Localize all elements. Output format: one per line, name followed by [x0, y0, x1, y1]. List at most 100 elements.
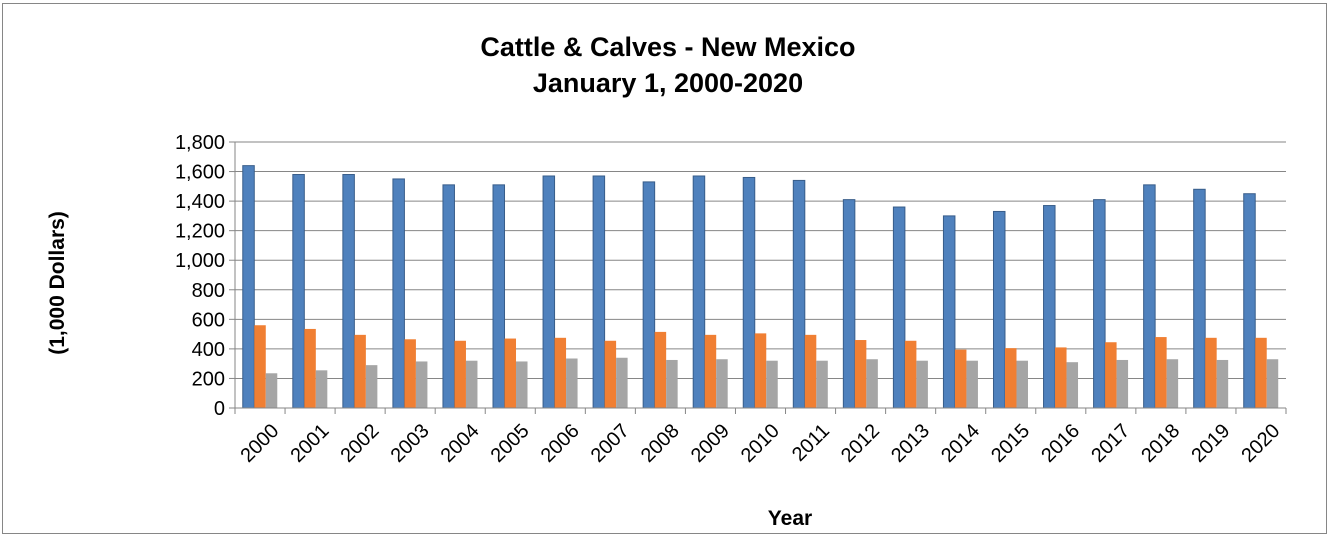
y-tick-label: 0	[214, 398, 225, 420]
x-tick-label: 2019	[1187, 420, 1234, 467]
x-tick-label: 2016	[1037, 420, 1084, 467]
bar-2018-series1	[1143, 184, 1156, 409]
bar-2001-series1	[292, 174, 305, 409]
bar-2020-series3	[1266, 359, 1279, 408]
bar-2017-series2	[1105, 342, 1117, 408]
bar-2014-series3	[966, 360, 978, 408]
x-tick-label: 2005	[487, 420, 534, 467]
bar-2004-series3	[465, 360, 478, 408]
x-tick-label: 2002	[337, 420, 384, 467]
y-tick-label: 1,000	[175, 250, 225, 272]
bar-2011-series1	[792, 179, 806, 409]
x-tick-label: 2012	[837, 420, 884, 467]
y-tick-label: 400	[192, 339, 225, 361]
bar-2003-series2	[404, 339, 416, 408]
bar-2002-series3	[365, 365, 378, 408]
bar-2015-series3	[1016, 360, 1028, 408]
bar-2009-series1	[692, 175, 706, 409]
bar-2006-series3	[566, 358, 578, 408]
bar-2000-series1	[242, 165, 255, 409]
x-tick-label: 2010	[737, 420, 784, 467]
y-tick-label: 600	[192, 309, 225, 331]
x-tick-label: 2004	[437, 420, 484, 467]
bar-2013-series2	[904, 340, 917, 408]
bar-2011-series2	[804, 334, 817, 408]
x-tick-label: 2001	[286, 420, 333, 467]
y-tick-label: 1,200	[175, 221, 225, 243]
bar-2008-series3	[666, 359, 678, 408]
x-tick-label: 2018	[1137, 420, 1184, 467]
bar-2014-series2	[954, 349, 967, 408]
bar-2004-series1	[442, 184, 455, 409]
y-axis-title: (1,000 Dollars)	[46, 211, 69, 355]
bar-2014-series1	[942, 215, 956, 409]
y-tick-labels: 0 200 400 600 800 1,000 1,200 1,400 1,600 1,800	[175, 132, 235, 420]
x-tick-label: 2013	[887, 420, 934, 467]
bar-2006-series1	[542, 175, 556, 409]
bar-2019-series2	[1205, 337, 1217, 408]
bar-2012-series3	[866, 359, 878, 408]
bar-2005-series2	[504, 338, 517, 408]
bars	[242, 165, 1279, 409]
bar-2016-series1	[1043, 205, 1056, 409]
bar-2015-series1	[992, 210, 1006, 409]
bar-2001-series3	[315, 370, 328, 408]
bar-2007-series3	[616, 357, 628, 408]
bar-2018-series2	[1155, 337, 1167, 408]
bar-2009-series2	[704, 334, 717, 408]
y-tick-label: 1,800	[175, 132, 225, 154]
bar-2009-series3	[716, 359, 728, 408]
bar-2017-series3	[1116, 359, 1129, 408]
y-tick-label: 1,400	[175, 191, 225, 213]
x-tick-label: 2006	[537, 420, 584, 467]
bar-2001-series2	[304, 328, 316, 408]
chart-area	[2, 3, 1327, 534]
bar-2016-series3	[1066, 362, 1079, 408]
y-tick-label: 800	[192, 280, 225, 302]
bar-2000-series3	[265, 373, 278, 408]
x-tick-label: 2020	[1237, 420, 1284, 467]
x-tick-label: 2011	[788, 420, 834, 466]
bar-2011-series3	[816, 360, 828, 408]
x-tick-label: 2014	[937, 420, 984, 467]
bar-2010-series1	[742, 176, 756, 409]
chart-title-line1: Cattle & Calves - New Mexico	[480, 32, 855, 62]
x-tick-label: 2017	[1087, 420, 1134, 467]
bar-2015-series2	[1004, 348, 1017, 408]
x-tick-label: 2000	[236, 420, 283, 467]
bar-2010-series3	[766, 360, 778, 408]
chart-title-line2: January 1, 2000-2020	[533, 68, 803, 98]
axes	[234, 142, 1286, 409]
bar-2000-series2	[254, 325, 266, 408]
bar-2018-series3	[1166, 359, 1179, 408]
x-tick-labels: 2000 2001 2002 2003 2004 2005 2006 2007 2008 2009…	[234, 408, 1287, 467]
bar-2007-series2	[604, 340, 617, 408]
bar-2002-series2	[354, 334, 366, 408]
x-tick-label: 2003	[387, 420, 434, 467]
bar-2020-series1	[1243, 193, 1256, 409]
bar-2010-series2	[754, 333, 767, 408]
bar-2019-series3	[1216, 359, 1229, 408]
x-axis-title: Year	[768, 507, 812, 530]
bar-2012-series2	[854, 340, 867, 408]
bar-2003-series3	[415, 361, 428, 408]
bar-2003-series1	[392, 178, 405, 409]
bar-2019-series1	[1193, 188, 1206, 409]
x-tick-label: 2007	[587, 420, 634, 467]
bar-2004-series2	[454, 340, 466, 408]
bar-2007-series1	[592, 175, 606, 409]
bar-2013-series3	[916, 360, 928, 408]
bar-2008-series2	[654, 331, 667, 408]
y-tick-label: 200	[192, 368, 225, 390]
x-tick-label: 2008	[637, 420, 684, 467]
bar-2002-series1	[342, 174, 355, 409]
bar-2013-series1	[892, 206, 906, 409]
bar-2005-series3	[516, 361, 528, 408]
bar-2012-series1	[842, 199, 856, 409]
bar-2017-series1	[1093, 199, 1106, 409]
bar-2006-series2	[554, 337, 567, 408]
bar-2016-series2	[1055, 347, 1067, 408]
bar-2008-series1	[642, 181, 656, 409]
bar-2005-series1	[492, 184, 506, 409]
